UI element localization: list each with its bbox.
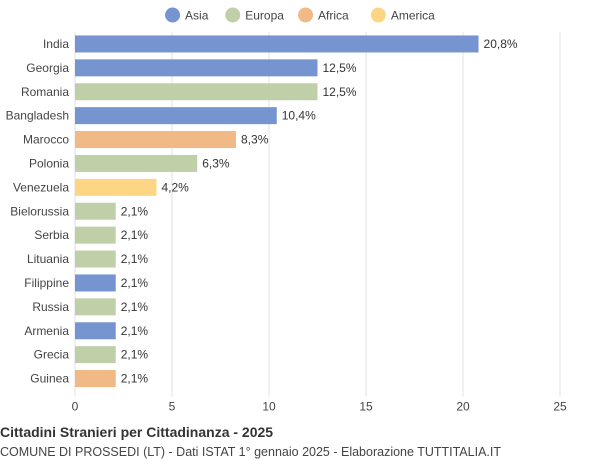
- value-label: 2,1%: [121, 252, 149, 266]
- bar: [75, 250, 116, 268]
- category-label: Serbia: [34, 228, 69, 242]
- legend-label: Asia: [185, 9, 209, 23]
- category-label: Guinea: [30, 372, 69, 386]
- legend-label: Europa: [245, 9, 284, 23]
- x-tick-label: 15: [359, 400, 373, 414]
- bar: [75, 322, 116, 340]
- bar: [75, 346, 116, 364]
- category-label: Marocco: [23, 133, 69, 147]
- category-label: Romania: [21, 85, 69, 99]
- value-label: 2,1%: [121, 348, 149, 362]
- value-label: 6,3%: [202, 156, 230, 170]
- x-tick-label: 0: [72, 400, 79, 414]
- value-label: 2,1%: [121, 228, 149, 242]
- bar: [75, 107, 277, 125]
- category-label: Georgia: [26, 61, 69, 75]
- bar: [75, 178, 157, 196]
- legend-swatch: [225, 7, 241, 23]
- x-tick-label: 20: [456, 400, 470, 414]
- chart-bars: [75, 35, 479, 388]
- value-label: 2,1%: [121, 372, 149, 386]
- value-label: 2,1%: [121, 276, 149, 290]
- bar-chart: Asia Europa Africa America India Georgia Roma…: [6, 7, 567, 414]
- x-tick-label: 5: [169, 400, 176, 414]
- category-label: Bielorussia: [10, 204, 69, 218]
- legend-swatch: [298, 7, 314, 23]
- x-axis-ticks: 0 5 10 15 20 25: [72, 400, 567, 414]
- category-label: Russia: [32, 300, 69, 314]
- bar: [75, 226, 116, 244]
- value-label: 4,2%: [161, 180, 189, 194]
- y-axis-labels: India Georgia Romania Bangladesh Marocco Polo…: [6, 37, 70, 386]
- category-label: India: [43, 37, 69, 51]
- value-label: 8,3%: [241, 133, 269, 147]
- x-tick-label: 10: [262, 400, 276, 414]
- value-label: 12,5%: [323, 61, 357, 75]
- legend-label: Africa: [318, 9, 349, 23]
- value-label: 12,5%: [323, 85, 357, 99]
- chart-title: Cittadini Stranieri per Cittadinanza - 2…: [0, 424, 274, 440]
- bar: [75, 59, 318, 77]
- value-label: 10,4%: [282, 109, 316, 123]
- value-label: 2,1%: [121, 300, 149, 314]
- bar: [75, 83, 318, 101]
- value-label: 20,8%: [484, 37, 518, 51]
- legend-swatch: [370, 7, 386, 23]
- chart-subtitle: COMUNE DI PROSSEDI (LT) - Dati ISTAT 1° …: [0, 445, 501, 459]
- category-label: Bangladesh: [6, 109, 69, 123]
- x-tick-label: 25: [553, 400, 567, 414]
- category-label: Lituania: [27, 252, 69, 266]
- category-label: Filippine: [24, 276, 69, 290]
- value-labels: 20,8% 12,5% 12,5% 10,4% 8,3% 6,3% 4,2% 2,1% 2,1%…: [121, 37, 518, 386]
- category-label: Grecia: [34, 348, 70, 362]
- bar: [75, 154, 198, 172]
- category-label: Polonia: [29, 156, 69, 170]
- bar: [75, 370, 116, 388]
- value-label: 2,1%: [121, 204, 149, 218]
- chart-legend: Asia Europa Africa America: [165, 7, 435, 23]
- bar: [75, 131, 237, 149]
- bar: [75, 202, 116, 220]
- bar: [75, 35, 479, 53]
- value-label: 2,1%: [121, 324, 149, 338]
- bar: [75, 274, 116, 292]
- bar: [75, 298, 116, 316]
- category-label: Armenia: [24, 324, 69, 338]
- legend-swatch: [165, 7, 181, 23]
- category-label: Venezuela: [13, 180, 69, 194]
- legend-label: America: [391, 9, 435, 23]
